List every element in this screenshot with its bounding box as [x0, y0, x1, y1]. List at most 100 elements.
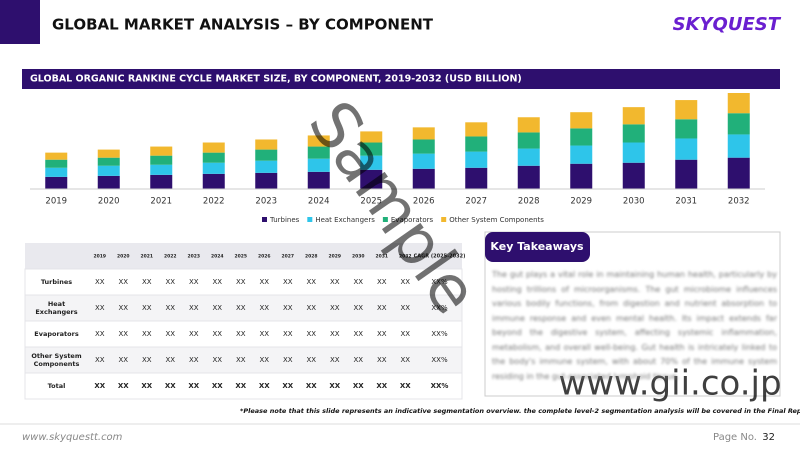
page-number: 32 — [762, 432, 775, 443]
bar-segment — [202, 162, 225, 174]
chart: 2019 2020 2021 2022 2023 2024 2025 2026 2027 2028… — [30, 93, 765, 224]
table-cell: XX — [165, 278, 175, 286]
table-cell: XX — [188, 382, 199, 390]
table-cell: XX — [400, 382, 411, 390]
bar-segment — [97, 175, 120, 189]
table-column-header: 2020 — [117, 254, 130, 260]
takeaways-title: Key Takeaways — [490, 240, 584, 253]
table-cell: XX — [259, 304, 269, 312]
table-cell: XX — [259, 382, 270, 390]
bar-segment — [150, 155, 173, 165]
table-cell: XX — [212, 382, 223, 390]
table-cell: XX — [212, 330, 222, 338]
table-column-header: 2032 — [399, 254, 412, 260]
table-cell: XX — [142, 278, 152, 286]
bar-segment — [570, 163, 593, 189]
table-row-bg — [24, 294, 463, 322]
x-tick-label: 2029 — [570, 197, 592, 207]
bar-segment — [622, 107, 645, 125]
bar-segment — [727, 113, 750, 135]
chart-title-bar — [22, 69, 780, 89]
table-cell: XX — [118, 278, 128, 286]
page-label: Page No. — [713, 432, 757, 443]
table-cell: XX — [165, 356, 175, 364]
x-tick-label: 2031 — [675, 197, 697, 207]
table-cell: XX — [189, 278, 199, 286]
bar-segment — [307, 171, 330, 189]
bar-segment — [45, 167, 68, 177]
bar-segment — [675, 159, 698, 189]
bar-segment — [150, 146, 173, 156]
bar-segment — [150, 164, 173, 175]
table-cell: XX — [94, 382, 105, 390]
table-cell: XX% — [431, 304, 448, 312]
bar-segment — [622, 124, 645, 143]
bar-segment — [727, 157, 750, 189]
table-column-header: 2024 — [211, 254, 224, 260]
page-title: GLOBAL MARKET ANALYSIS – BY COMPONENT — [52, 16, 434, 34]
bar-segment — [255, 149, 278, 161]
table-cell: XX — [165, 304, 175, 312]
table-cell: XX — [353, 356, 363, 364]
table-cell: XX — [235, 382, 246, 390]
table-row-bg — [24, 372, 463, 400]
bar-segment — [97, 157, 120, 166]
table-cell: XX% — [431, 356, 448, 364]
bar-segment — [202, 173, 225, 189]
table-column-header: 2021 — [140, 254, 153, 260]
table-cell: XX — [400, 330, 410, 338]
legend-swatch — [307, 217, 313, 222]
table-cell: XX — [283, 356, 293, 364]
corner-block — [0, 0, 40, 44]
table-cell: XX — [142, 330, 152, 338]
legend-label: Other System Components — [449, 216, 544, 224]
bar-segment — [202, 152, 225, 163]
footnote: *Please note that this slide represents … — [240, 407, 800, 415]
table-cell: XX — [95, 330, 105, 338]
table-cell: XX — [165, 382, 176, 390]
website: www.skyquestt.com — [22, 432, 123, 443]
table-cell: XX — [353, 382, 364, 390]
bar-segment — [675, 138, 698, 160]
bar-segment — [412, 139, 435, 154]
table-cell: XX — [189, 356, 199, 364]
table-row-bg — [24, 346, 463, 374]
bar-segment — [675, 100, 698, 120]
bar-segment — [360, 131, 383, 143]
bar-segment — [360, 155, 383, 170]
table-cell: XX — [353, 304, 363, 312]
x-tick-label: 2021 — [150, 197, 172, 207]
bar-segment — [465, 167, 488, 189]
bar-segment — [727, 134, 750, 158]
bar-segment — [412, 153, 435, 169]
table-cell: XX — [306, 382, 317, 390]
table-column-header: 2028 — [305, 254, 318, 260]
legend-label: Turbines — [269, 216, 300, 224]
bar-segment — [255, 160, 278, 173]
table: 2019 2020 2021 2022 2023 2024 2025 2026 2027 2028… — [24, 243, 465, 400]
table-cell: XX — [400, 278, 410, 286]
table-cell: XX — [236, 356, 246, 364]
bar-segment — [465, 136, 488, 152]
bar-segment — [307, 135, 330, 147]
table-column-header: 2031 — [375, 254, 388, 260]
bar-segment — [412, 168, 435, 189]
logo: SKYQUEST — [673, 14, 782, 35]
table-cell: XX — [330, 356, 340, 364]
takeaways-tab — [485, 232, 590, 262]
table-cell: XX — [141, 382, 152, 390]
table-column-header: 2023 — [187, 254, 200, 260]
table-column-header: 2026 — [258, 254, 271, 260]
bar-segment — [517, 132, 540, 149]
table-cell: XX — [353, 278, 363, 286]
bar-segment — [517, 165, 540, 189]
x-tick-label: 2030 — [623, 197, 645, 207]
x-tick-label: 2032 — [728, 197, 750, 207]
bar-segment — [622, 142, 645, 163]
table-cell: XX — [400, 356, 410, 364]
table-cell: XX — [353, 330, 363, 338]
table-column-header: 2030 — [352, 254, 365, 260]
table-cell: XX — [330, 278, 340, 286]
bar-segment — [570, 112, 593, 129]
